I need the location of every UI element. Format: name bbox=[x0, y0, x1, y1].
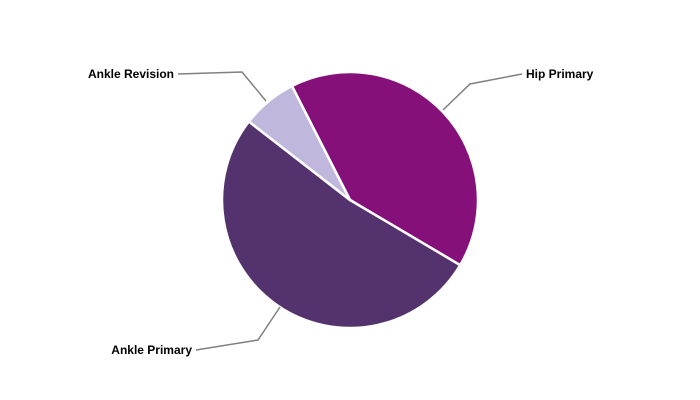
slice-label-hip-primary: Hip Primary bbox=[526, 67, 594, 81]
slice-label-ankle-primary: Ankle Primary bbox=[111, 343, 192, 357]
pie-slice-hip-primary bbox=[290, 70, 480, 267]
leader-lines bbox=[177, 71, 523, 351]
slice-label-ankle-revision: Ankle Revision bbox=[88, 67, 174, 81]
leader-line-ankle-primary bbox=[195, 306, 281, 351]
leader-line-ankle-revision bbox=[177, 71, 267, 102]
leader-line-hip-primary bbox=[442, 73, 523, 111]
pie-slices bbox=[220, 70, 480, 330]
pie-slice-ankle-revision bbox=[247, 84, 352, 202]
pie-slice-ankle-primary bbox=[220, 120, 462, 330]
